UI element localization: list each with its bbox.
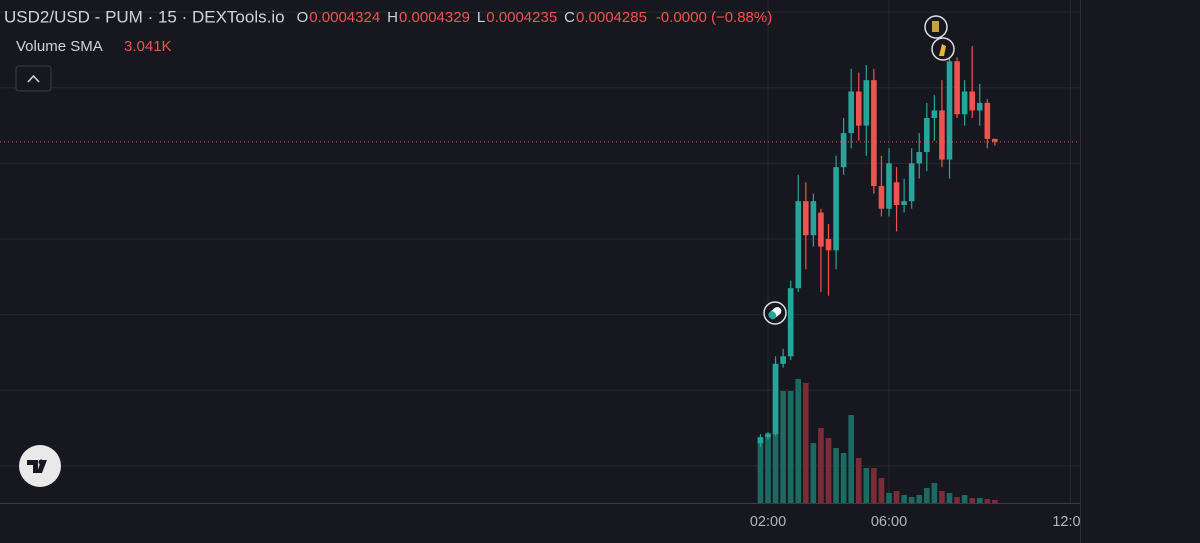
ohlc-value: 0.0004329 <box>399 9 470 26</box>
volume-bar <box>886 493 892 503</box>
event-marker[interactable] <box>924 15 948 39</box>
candle-body <box>924 117 930 153</box>
volume-bar <box>787 391 794 503</box>
volume-bar <box>855 458 862 503</box>
volume-bar <box>810 443 817 503</box>
volume-bar <box>961 495 968 503</box>
candle-body <box>886 163 892 209</box>
candle-body <box>803 201 809 236</box>
x-tick-label: 02:00 <box>750 514 786 530</box>
volume-bar <box>924 488 930 503</box>
ohlc-letter: L <box>477 9 485 26</box>
candle-body <box>765 434 771 438</box>
volume-bar <box>939 491 945 503</box>
candle-body <box>787 288 794 357</box>
ohlc-value: 0.0004235 <box>486 9 557 26</box>
candle-body <box>855 91 862 126</box>
candle-body <box>863 80 870 126</box>
volume-title: Volume SMA <box>16 38 103 55</box>
candle-body <box>954 61 960 115</box>
collapse-button[interactable] <box>15 65 52 92</box>
volume-bar <box>825 438 832 503</box>
event-marker[interactable] <box>931 37 955 61</box>
candle-body <box>818 212 824 247</box>
volume-bar <box>863 468 870 503</box>
candle-body <box>871 80 877 187</box>
event-marker[interactable] <box>763 301 787 325</box>
volume-sma-value: 3.041K <box>124 38 172 55</box>
volume-bar <box>908 497 915 503</box>
candle-body <box>901 201 907 205</box>
ohlc-letter: O <box>297 9 309 26</box>
candle-body <box>908 163 915 202</box>
candle-body <box>795 201 802 289</box>
candle-body <box>780 356 786 364</box>
volume-bar <box>969 498 975 503</box>
volume-bar <box>765 433 771 503</box>
candle-body <box>931 110 938 118</box>
volume-bar <box>976 498 983 503</box>
volume-bar <box>946 493 953 503</box>
volume-bar <box>931 483 938 503</box>
volume-bar <box>901 495 907 503</box>
candle-body <box>810 201 817 236</box>
candle-body <box>893 182 900 205</box>
candle-body <box>984 102 991 139</box>
x-tick-label: 06:00 <box>871 514 907 530</box>
volume-bar <box>984 499 991 503</box>
candle-body <box>878 186 885 209</box>
volume-bar <box>818 428 824 503</box>
price-change: -0.0000 (−0.88%) <box>656 9 772 26</box>
price-axis-panel <box>1080 0 1200 543</box>
candle-body <box>976 102 983 111</box>
candle-body <box>848 91 854 134</box>
candle-body <box>992 138 998 142</box>
ohlc-value: 0.0004324 <box>309 9 380 26</box>
chart-title: USD2/USD - PUM · 15 · DEXTools.io <box>4 7 285 26</box>
volume-bar <box>992 500 998 503</box>
volume-bar <box>916 495 923 503</box>
candle-body <box>757 437 764 444</box>
volume-bar <box>780 391 786 503</box>
candle-body <box>772 363 779 435</box>
volume-bar <box>840 453 847 503</box>
candle-body <box>961 91 968 115</box>
candle-body <box>939 110 945 160</box>
volume-bar <box>795 379 802 503</box>
volume-bar <box>878 478 885 503</box>
volume-bar <box>757 438 764 503</box>
volume-bar <box>871 468 877 503</box>
plot-area <box>0 0 1080 503</box>
volume-bar <box>848 415 854 503</box>
volume-bar <box>893 491 900 503</box>
ohlc-letter: C <box>564 9 575 26</box>
candle-body <box>833 167 839 251</box>
volume-bar <box>833 448 839 503</box>
x-tick-label: 12:00 <box>1052 514 1088 530</box>
tradingview-logo[interactable] <box>19 445 61 487</box>
volume-bar <box>954 497 960 503</box>
volume-bar <box>803 383 809 503</box>
candle-body <box>969 91 975 111</box>
time-axis-panel <box>0 504 1080 543</box>
candle-body <box>916 152 923 164</box>
ohlc-letter: H <box>387 9 398 26</box>
candle-body <box>840 133 847 168</box>
ohlc-value: 0.0004285 <box>576 9 647 26</box>
candle-body <box>825 239 832 251</box>
candle-body <box>946 61 953 160</box>
